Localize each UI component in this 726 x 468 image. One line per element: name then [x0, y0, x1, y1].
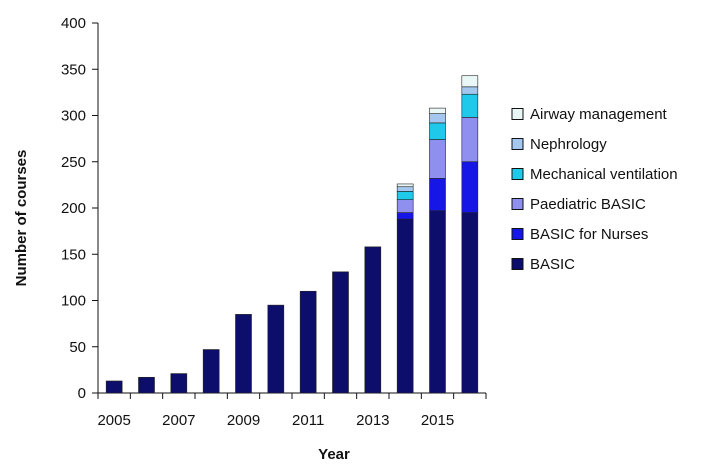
y-axis-ticks: 0 50 100 150 200 250 300 350 400: [61, 15, 98, 402]
y-tick-label: 50: [69, 339, 86, 356]
y-tick-label: 150: [61, 246, 86, 263]
bar-segment: [364, 246, 382, 394]
bar-segment: [429, 107, 446, 114]
bar-segment: [429, 178, 446, 212]
legend-label: Nephrology: [530, 136, 607, 153]
legend-swatch: [511, 108, 524, 120]
x-tick-label: 2013: [356, 412, 389, 429]
bar-segment: [396, 199, 414, 213]
bar-segment: [396, 212, 414, 220]
bar-segment: [396, 183, 414, 188]
y-tick-label: 400: [61, 15, 86, 32]
x-axis-ticks: 2005 2007 2009 2011 2013 2015: [97, 393, 487, 429]
legend-label: Mechanical ventilation: [530, 166, 678, 183]
bar-segment: [299, 290, 317, 394]
y-tick-label: 250: [61, 154, 86, 171]
x-tick-label: 2011: [292, 412, 324, 429]
legend-swatch: [511, 198, 524, 210]
legend-swatch: [511, 258, 524, 270]
legend: Airway management Nephrology Mechanical ve…: [511, 106, 678, 273]
bar-segment: [461, 86, 479, 95]
x-tick-label: 2005: [97, 412, 130, 429]
bar-segment: [138, 376, 155, 394]
bar-segment: [461, 161, 479, 213]
bar-segment: [105, 380, 123, 394]
x-tick-label: 2009: [227, 412, 260, 429]
y-tick-label: 0: [78, 385, 86, 402]
bar-segment: [461, 93, 479, 118]
x-axis-title: Year: [318, 446, 350, 463]
y-tick-label: 350: [61, 61, 86, 78]
legend-swatch: [511, 168, 524, 180]
legend-swatch: [511, 228, 524, 240]
y-tick-label: 300: [61, 108, 86, 125]
bar-segment: [396, 191, 414, 200]
bar-segment: [202, 349, 220, 394]
axes: [97, 23, 486, 394]
bar-segment: [267, 304, 285, 394]
y-axis-title: Number of courses: [13, 150, 30, 287]
bar-segment: [429, 122, 446, 140]
bars: [105, 75, 479, 394]
bar-segment: [170, 373, 188, 394]
y-tick-label: 200: [61, 200, 86, 217]
x-tick-label: 2007: [162, 412, 195, 429]
x-tick-label: 2015: [421, 412, 454, 429]
bar-segment: [429, 210, 446, 394]
bar-segment: [396, 186, 414, 192]
bar-segment: [461, 117, 479, 163]
legend-label: Paediatric BASIC: [530, 196, 646, 213]
bar-segment: [461, 212, 479, 394]
legend-label: BASIC for Nurses: [530, 226, 648, 243]
bar-segment: [461, 75, 479, 88]
y-tick-label: 100: [61, 293, 86, 310]
legend-swatch: [511, 138, 524, 150]
bar-segment: [332, 271, 349, 394]
bar-segment: [429, 139, 446, 179]
bar-segment: [429, 113, 446, 124]
bar-segment: [235, 314, 252, 394]
legend-label: BASIC: [530, 256, 575, 273]
legend-label: Airway management: [530, 106, 668, 123]
bar-segment: [396, 218, 414, 394]
